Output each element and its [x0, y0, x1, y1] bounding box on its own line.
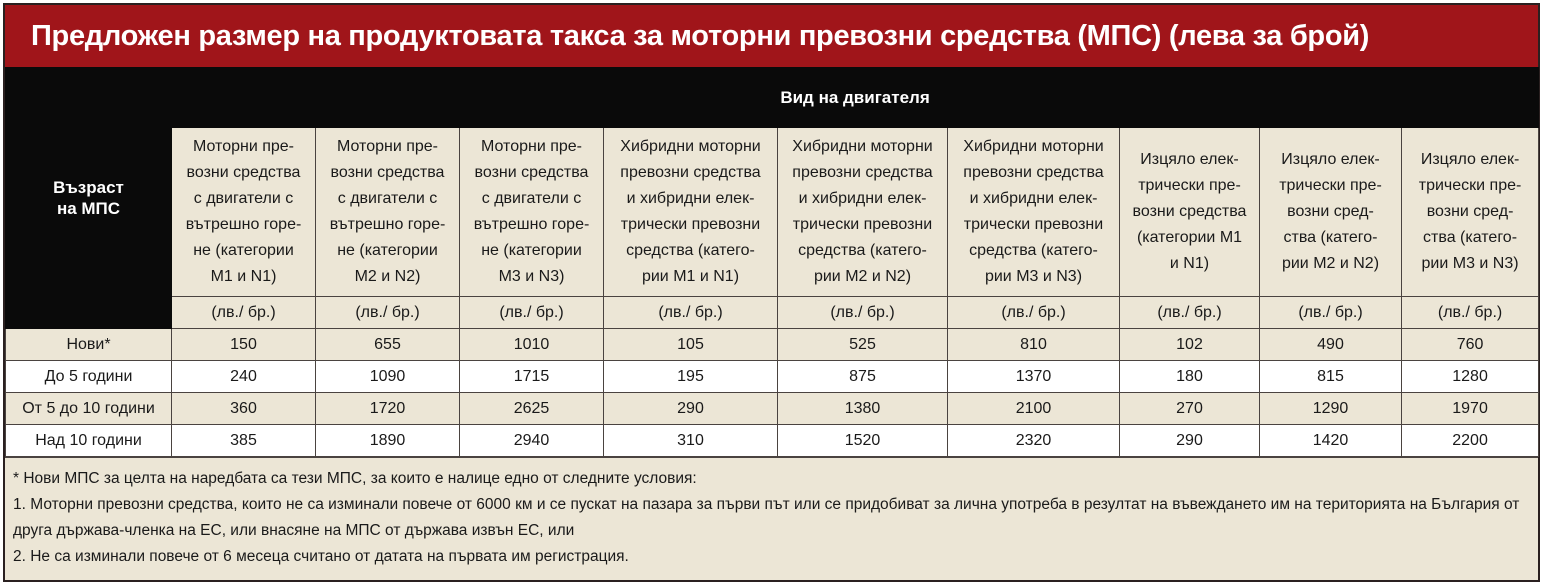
unit-cell: (лв./ бр.)	[1119, 296, 1260, 329]
column-header: Изцяло елек- трически пре- возни сред- с…	[1259, 127, 1402, 297]
row-label: Над 10 години	[5, 424, 172, 457]
footnote-item: 1. Моторни превозни средства, които не с…	[13, 496, 1520, 539]
footnote-item: 2. Не са изминали повече от 6 месеца счи…	[13, 548, 629, 565]
value-cell: 1970	[1400, 392, 1540, 425]
value-cell: 760	[1400, 328, 1540, 361]
value-cell: 525	[777, 328, 948, 361]
unit-cell: (лв./ бр.)	[1259, 296, 1402, 329]
value-cell: 1280	[1400, 360, 1540, 393]
fee-table: Възраст на МПС Вид на двигателя Моторни …	[5, 67, 1540, 457]
value-cell: 1090	[315, 360, 460, 393]
unit-cell: (лв./ бр.)	[947, 296, 1120, 329]
unit-cell: (лв./ бр.)	[777, 296, 948, 329]
unit-cell: (лв./ бр.)	[603, 296, 778, 329]
value-cell: 310	[603, 424, 778, 457]
row-label: До 5 години	[5, 360, 172, 393]
value-cell: 2940	[459, 424, 604, 457]
column-header: Моторни пре- возни средства с двигатели …	[315, 127, 460, 297]
unit-cell: (лв./ бр.)	[459, 296, 604, 329]
value-cell: 290	[1119, 424, 1260, 457]
value-cell: 2100	[947, 392, 1120, 425]
value-cell: 105	[603, 328, 778, 361]
value-cell: 1520	[777, 424, 948, 457]
unit-cell: (лв./ бр.)	[171, 296, 316, 329]
value-cell: 195	[603, 360, 778, 393]
value-cell: 1420	[1259, 424, 1402, 457]
column-header: Хибридни моторни превозни средства и хиб…	[777, 127, 948, 297]
value-cell: 240	[171, 360, 316, 393]
age-header: Възраст на МПС	[5, 67, 172, 329]
value-cell: 810	[947, 328, 1120, 361]
value-cell: 102	[1119, 328, 1260, 361]
column-header: Изцяло елек- трически пре- возни средств…	[1119, 127, 1260, 297]
value-cell: 290	[603, 392, 778, 425]
column-header: Моторни пре- возни средства с двигатели …	[171, 127, 316, 297]
column-header-row: Моторни пре- возни средства с двигатели …	[6, 127, 1540, 297]
column-header: Хибридни моторни превозни средства и хиб…	[947, 127, 1120, 297]
value-cell: 1370	[947, 360, 1120, 393]
table-row: От 5 до 10 години 360 1720 2625 290 1380…	[5, 392, 1540, 425]
table-frame: Предложен размер на продуктовата такса з…	[3, 3, 1540, 582]
value-cell: 1010	[459, 328, 604, 361]
row-label: Нови*	[5, 328, 172, 361]
value-cell: 2200	[1400, 424, 1540, 457]
value-cell: 385	[171, 424, 316, 457]
table-row: До 5 години 240 1090 1715 195 875 1370 1…	[5, 360, 1540, 393]
value-cell: 270	[1119, 392, 1260, 425]
row-label: От 5 до 10 години	[5, 392, 172, 425]
value-cell: 875	[777, 360, 948, 393]
value-cell: 1720	[315, 392, 460, 425]
table-row: Нови* 150 655 1010 105 525 810 102 490 7…	[5, 328, 1540, 361]
value-cell: 2320	[947, 424, 1120, 457]
value-cell: 815	[1259, 360, 1402, 393]
page-title: Предложен размер на продуктовата такса з…	[5, 5, 1538, 67]
column-header: Изцяло елек- трически пре- возни сред- с…	[1400, 127, 1540, 297]
value-cell: 1890	[315, 424, 460, 457]
value-cell: 1380	[777, 392, 948, 425]
footnote-intro: * Нови МПС за целта на наредбата са тези…	[13, 470, 697, 487]
column-header: Моторни пре- возни средства с двигатели …	[459, 127, 604, 297]
value-cell: 2625	[459, 392, 604, 425]
engine-type-header: Вид на двигателя	[170, 67, 1540, 128]
unit-cell: (лв./ бр.)	[315, 296, 460, 329]
footnotes: * Нови МПС за целта на наредбата са тези…	[5, 457, 1538, 570]
value-cell: 150	[171, 328, 316, 361]
value-cell: 490	[1259, 328, 1402, 361]
unit-row: (лв./ бр.) (лв./ бр.) (лв./ бр.) (лв./ б…	[6, 296, 1540, 329]
age-header-label: Възраст на МПС	[53, 178, 124, 218]
value-cell: 1290	[1259, 392, 1402, 425]
unit-cell: (лв./ бр.)	[1400, 296, 1540, 329]
value-cell: 180	[1119, 360, 1260, 393]
value-cell: 655	[315, 328, 460, 361]
table-row: Над 10 години 385 1890 2940 310 1520 232…	[5, 424, 1540, 457]
value-cell: 1715	[459, 360, 604, 393]
value-cell: 360	[171, 392, 316, 425]
column-header: Хибридни моторни превозни средства и хиб…	[603, 127, 778, 297]
